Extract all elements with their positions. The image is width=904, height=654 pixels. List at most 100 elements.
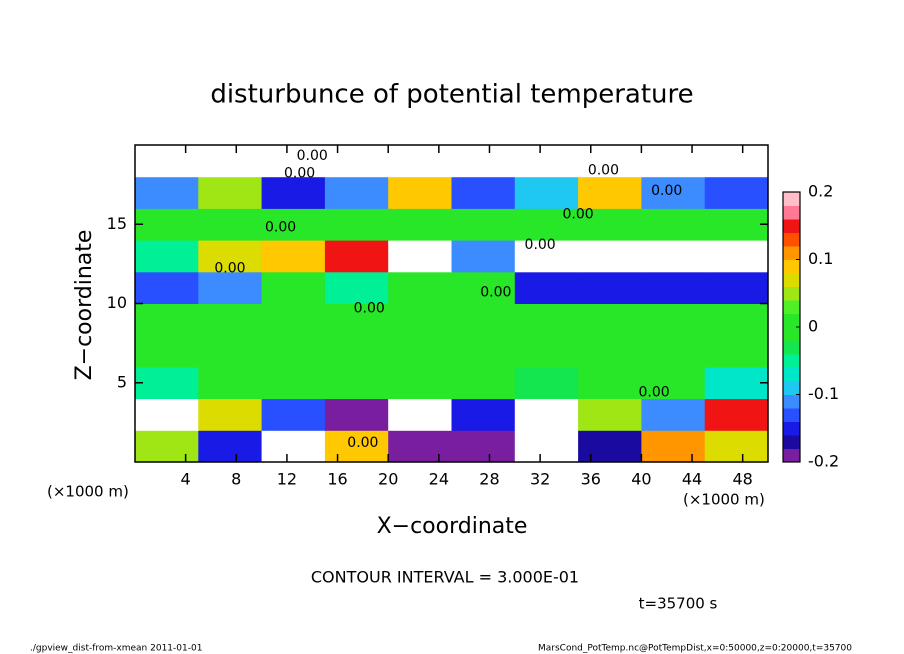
heat-cell — [641, 176, 706, 209]
contour-label: 0.00 — [347, 435, 378, 451]
heat-cell — [198, 430, 263, 463]
heat-cell — [261, 366, 326, 400]
heat-cell — [578, 430, 642, 463]
heat-cell — [451, 208, 516, 241]
heat-cell — [704, 145, 769, 178]
heat-cell — [388, 430, 452, 463]
heat-cell — [261, 240, 326, 273]
colorbar-tick-label: 0 — [808, 317, 818, 336]
heat-cell — [135, 366, 199, 400]
contour-label: 0.00 — [563, 207, 594, 223]
heat-cell — [135, 303, 199, 336]
heat-cell — [324, 398, 389, 431]
heat-cell — [704, 430, 769, 463]
heat-cell — [388, 240, 452, 273]
heat-cell — [514, 145, 579, 178]
contour-label: 0.00 — [525, 237, 556, 253]
x-tick-label: 44 — [682, 470, 702, 489]
contour-label: 0.00 — [638, 384, 669, 400]
x-tick-label: 32 — [530, 470, 550, 489]
heat-cell — [261, 335, 326, 368]
colorbar-bin — [783, 259, 800, 274]
heat-cell — [578, 240, 642, 273]
heat-cell — [704, 240, 769, 273]
y-axis-label: Z−coordinate — [72, 230, 97, 381]
heat-cell — [451, 366, 516, 400]
contour-label: 0.00 — [214, 261, 245, 277]
heat-cell — [514, 430, 579, 463]
heat-cell — [641, 398, 706, 431]
heat-cell — [641, 303, 706, 336]
x-tick-label: 16 — [327, 470, 347, 489]
colorbar-bin — [783, 300, 800, 314]
heat-cell — [704, 271, 769, 304]
colorbar-bin — [783, 394, 800, 409]
contour-label: 0.00 — [354, 300, 385, 316]
heat-cell — [261, 145, 326, 178]
chart-title: disturbunce of potential temperature — [210, 80, 693, 110]
colorbar-bin — [783, 286, 800, 301]
heat-cell — [704, 335, 769, 368]
heat-cell — [641, 208, 706, 241]
y-tick-label: 5 — [117, 372, 127, 391]
heat-cell — [388, 271, 452, 304]
heat-cell — [578, 176, 642, 209]
x-tick-label: 20 — [378, 470, 398, 489]
heat-cell — [641, 430, 706, 463]
colorbar-tick-label: 0.2 — [808, 182, 833, 201]
heat-cell — [135, 176, 199, 209]
heat-cell — [514, 240, 579, 273]
heat-cell — [135, 240, 199, 273]
colorbar-bin — [783, 219, 800, 233]
heat-cell — [261, 271, 326, 304]
heat-cell — [704, 208, 769, 241]
heat-cell — [198, 335, 263, 368]
heat-cell — [135, 271, 199, 304]
heat-cell — [451, 398, 516, 431]
heat-cell — [578, 335, 642, 368]
heat-cell — [451, 176, 516, 209]
heat-cell — [324, 303, 389, 336]
heat-cell — [514, 335, 579, 368]
heat-cell — [388, 335, 452, 368]
heat-cell — [261, 398, 326, 431]
colorbar-bin — [783, 448, 800, 463]
heat-cell — [198, 398, 263, 431]
heat-cell — [578, 366, 642, 400]
colorbar-tick-label: -0.1 — [808, 384, 839, 403]
heat-cell — [514, 208, 579, 241]
time-label: t=35700 s — [639, 595, 718, 613]
heat-cell — [514, 366, 579, 400]
colorbar-bin — [783, 381, 800, 395]
contour-label: 0.00 — [284, 166, 315, 182]
heat-cell — [578, 398, 642, 431]
heat-cell — [451, 271, 516, 304]
heat-cell — [261, 303, 326, 336]
heat-cell — [514, 176, 579, 209]
x-tick-label: 8 — [231, 470, 241, 489]
x-tick-label: 40 — [631, 470, 651, 489]
colorbar-bin — [783, 340, 800, 355]
heat-cell — [135, 208, 199, 241]
heat-cell — [451, 303, 516, 336]
heat-cell — [261, 208, 326, 241]
heat-cell — [641, 240, 706, 273]
heat-cell — [198, 240, 263, 273]
heat-cell — [451, 430, 516, 463]
heat-cell — [388, 398, 452, 431]
contour-interval: CONTOUR INTERVAL = 3.000E-01 — [311, 568, 579, 587]
heat-cell — [324, 176, 389, 209]
colorbar-tick-label: -0.2 — [808, 452, 839, 471]
heat-cell — [135, 335, 199, 368]
heat-cell — [388, 366, 452, 400]
colorbar-bin — [783, 408, 800, 422]
colorbar-bin — [783, 192, 800, 206]
heat-cell — [198, 303, 263, 336]
colorbar-bin — [783, 205, 800, 220]
heat-cell — [451, 240, 516, 273]
contour-label: 0.00 — [651, 183, 682, 199]
colorbar-bin — [783, 367, 800, 382]
heat-cell — [324, 145, 389, 178]
heat-cell — [388, 176, 452, 209]
x-tick-label: 12 — [277, 470, 297, 489]
